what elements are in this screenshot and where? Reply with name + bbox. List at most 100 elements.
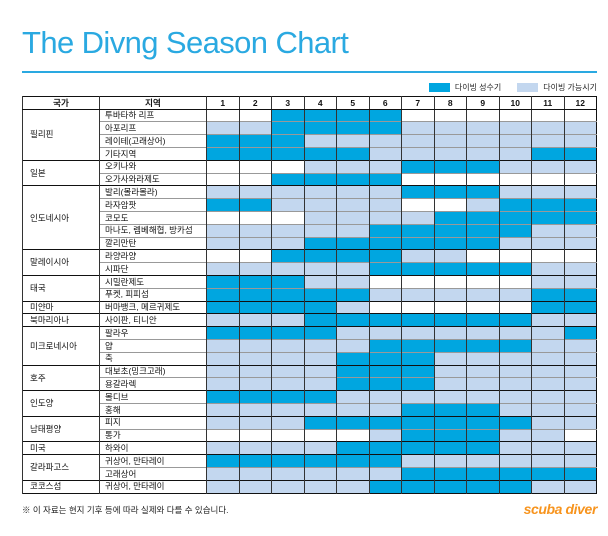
footer: ※ 이 자료는 현지 기후 등에 따라 실제와 다를 수 있습니다. scuba… xyxy=(22,501,597,517)
month-cell-peak xyxy=(433,338,467,353)
month-cell-possible xyxy=(433,326,467,340)
month-cell-peak xyxy=(271,146,304,161)
month-cell-possible xyxy=(238,377,272,391)
month-cell-possible xyxy=(466,364,499,378)
month-cell-possible xyxy=(238,351,272,366)
title-underline xyxy=(22,71,597,74)
month-cell-peak xyxy=(271,326,304,340)
month-cell-possible xyxy=(238,441,272,455)
month-cell-possible xyxy=(271,415,304,430)
month-cell-possible xyxy=(238,402,272,417)
month-cell-peak xyxy=(466,441,499,455)
month-cell-off xyxy=(433,274,467,289)
region-cell: 레이테(고래상어) xyxy=(99,134,207,148)
table-row: 북마리아나 사이판, 티니안 xyxy=(22,313,597,327)
month-cell-peak xyxy=(401,351,434,366)
month-cell-peak xyxy=(401,402,434,417)
month-cell-possible xyxy=(466,390,499,404)
month-cell-possible xyxy=(303,210,337,225)
month-cell-peak xyxy=(336,441,369,455)
month-cell-peak xyxy=(368,377,402,391)
month-cell-peak xyxy=(303,172,337,186)
month-cell-peak xyxy=(401,236,434,250)
table-row: 라자암팟 xyxy=(23,198,597,212)
month-cell-off xyxy=(303,428,337,442)
month-cell-possible xyxy=(368,134,402,148)
month-cell-off xyxy=(368,300,402,314)
month-header: 8 xyxy=(433,96,467,110)
month-cell-possible xyxy=(336,326,369,340)
table-row: 깔리만탄 xyxy=(23,236,597,250)
month-cell-peak xyxy=(401,441,434,455)
month-cell-possible xyxy=(206,338,239,353)
region-cell: 대보초(밍크고래) xyxy=(99,364,207,378)
month-cell-possible xyxy=(368,390,402,404)
month-cell-possible xyxy=(498,134,532,148)
month-cell-peak xyxy=(466,402,499,417)
month-cell-peak xyxy=(303,146,337,161)
month-cell-peak xyxy=(401,338,434,353)
month-cell-peak xyxy=(401,313,434,327)
month-cell-peak xyxy=(433,236,467,250)
region-cell: 팔라우 xyxy=(99,326,207,340)
month-cell-off xyxy=(238,428,272,442)
month-cell-off xyxy=(206,210,239,225)
region-cell: 하와이 xyxy=(99,441,207,455)
month-cell-peak xyxy=(336,415,369,430)
country-cell: 인도네시아 xyxy=(22,185,100,250)
month-cell-possible xyxy=(238,415,272,430)
table-row: 인도네시아 발리(몰라몰라) xyxy=(22,185,597,250)
region-cell: 버마뱅크, 메르귀제도 xyxy=(99,300,207,314)
month-cell-possible xyxy=(271,185,304,199)
possible-season-label: 다이빙 가능시기 xyxy=(543,83,597,93)
month-cell-peak xyxy=(401,415,434,430)
month-cell-possible xyxy=(336,274,369,289)
legend-item-peak: 다이빙 성수기 xyxy=(428,82,501,93)
month-cell-off xyxy=(498,274,532,289)
month-cell-possible xyxy=(531,415,564,430)
month-cell-possible xyxy=(563,313,597,327)
month-cell-possible xyxy=(336,223,369,238)
month-cell-possible xyxy=(433,121,467,135)
month-cell-possible xyxy=(303,198,337,212)
month-cell-peak xyxy=(206,287,239,302)
month-cell-possible xyxy=(433,454,467,468)
month-cell-peak xyxy=(303,313,337,327)
month-cell-possible xyxy=(563,415,597,430)
month-cell-off xyxy=(466,172,499,186)
month-cell-possible xyxy=(336,134,369,148)
month-header: 3 xyxy=(271,96,304,110)
month-cell-peak xyxy=(563,466,597,481)
month-cell-peak xyxy=(563,326,597,340)
page: The Divng Season Chart 다이빙 성수기 다이빙 가능시기 … xyxy=(22,25,597,517)
month-cell-possible xyxy=(401,454,434,468)
month-cell-possible xyxy=(498,287,532,302)
month-cell-peak xyxy=(206,390,239,404)
month-cell-possible xyxy=(531,479,564,493)
country-column-header: 국가 xyxy=(22,96,100,110)
month-cell-possible xyxy=(206,262,239,276)
month-cell-possible xyxy=(531,326,564,340)
month-cell-possible xyxy=(368,466,402,481)
month-cell-off xyxy=(401,108,434,122)
region-cell: 기타지역 xyxy=(99,146,207,161)
month-cell-peak xyxy=(336,364,369,378)
legend: 다이빙 성수기 다이빙 가능시기 xyxy=(22,82,597,93)
month-cell-off xyxy=(466,274,499,289)
table-row: 갈라파고스 귀상어, 만타레이 xyxy=(22,454,597,481)
month-cell-possible xyxy=(303,466,337,481)
month-cell-peak xyxy=(271,390,304,404)
region-cell: 사이판, 티니안 xyxy=(99,313,207,327)
month-cell-possible xyxy=(401,287,434,302)
month-cell-possible xyxy=(531,377,564,391)
month-cell-peak xyxy=(466,479,499,493)
country-cell: 갈라파고스 xyxy=(22,454,100,481)
month-cell-possible xyxy=(531,134,564,148)
month-cell-off xyxy=(238,249,272,263)
month-cell-possible xyxy=(498,454,532,468)
month-cell-peak xyxy=(238,300,272,314)
month-cell-possible xyxy=(563,159,597,174)
month-cell-possible xyxy=(336,198,369,212)
month-cell-possible xyxy=(368,159,402,174)
month-cell-peak xyxy=(303,249,337,263)
